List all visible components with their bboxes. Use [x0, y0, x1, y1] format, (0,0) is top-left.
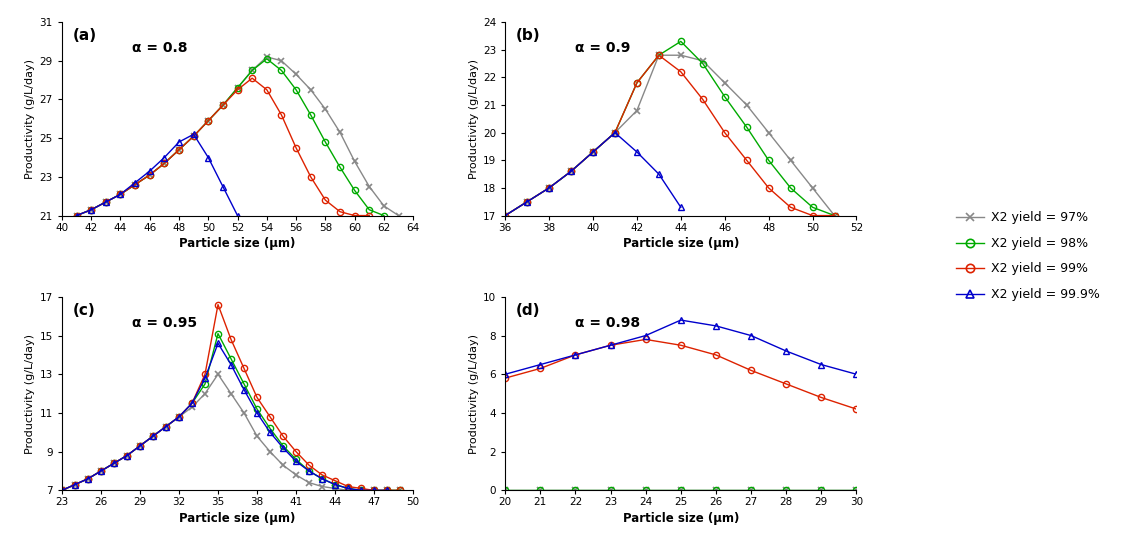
Y-axis label: Productivity (g/L/day): Productivity (g/L/day) — [469, 59, 479, 179]
Y-axis label: Productivity (g/L/day): Productivity (g/L/day) — [26, 59, 35, 179]
Text: α = 0.95: α = 0.95 — [132, 316, 197, 330]
X-axis label: Particle size (μm): Particle size (μm) — [179, 237, 296, 250]
Text: (a): (a) — [72, 28, 97, 43]
X-axis label: Particle size (μm): Particle size (μm) — [622, 511, 739, 525]
X-axis label: Particle size (μm): Particle size (μm) — [179, 511, 296, 525]
Text: α = 0.8: α = 0.8 — [132, 41, 188, 56]
Text: (d): (d) — [515, 302, 540, 318]
Y-axis label: Productivity (g/L/day): Productivity (g/L/day) — [26, 333, 35, 453]
Text: (c): (c) — [72, 302, 96, 318]
Legend: X2 yield = 97%, X2 yield = 98%, X2 yield = 99%, X2 yield = 99.9%: X2 yield = 97%, X2 yield = 98%, X2 yield… — [956, 212, 1100, 301]
Text: (b): (b) — [515, 28, 540, 43]
X-axis label: Particle size (μm): Particle size (μm) — [622, 237, 739, 250]
Text: α = 0.9: α = 0.9 — [575, 41, 631, 56]
Text: α = 0.98: α = 0.98 — [575, 316, 640, 330]
Y-axis label: Productivity (g/L/day): Productivity (g/L/day) — [469, 333, 479, 453]
